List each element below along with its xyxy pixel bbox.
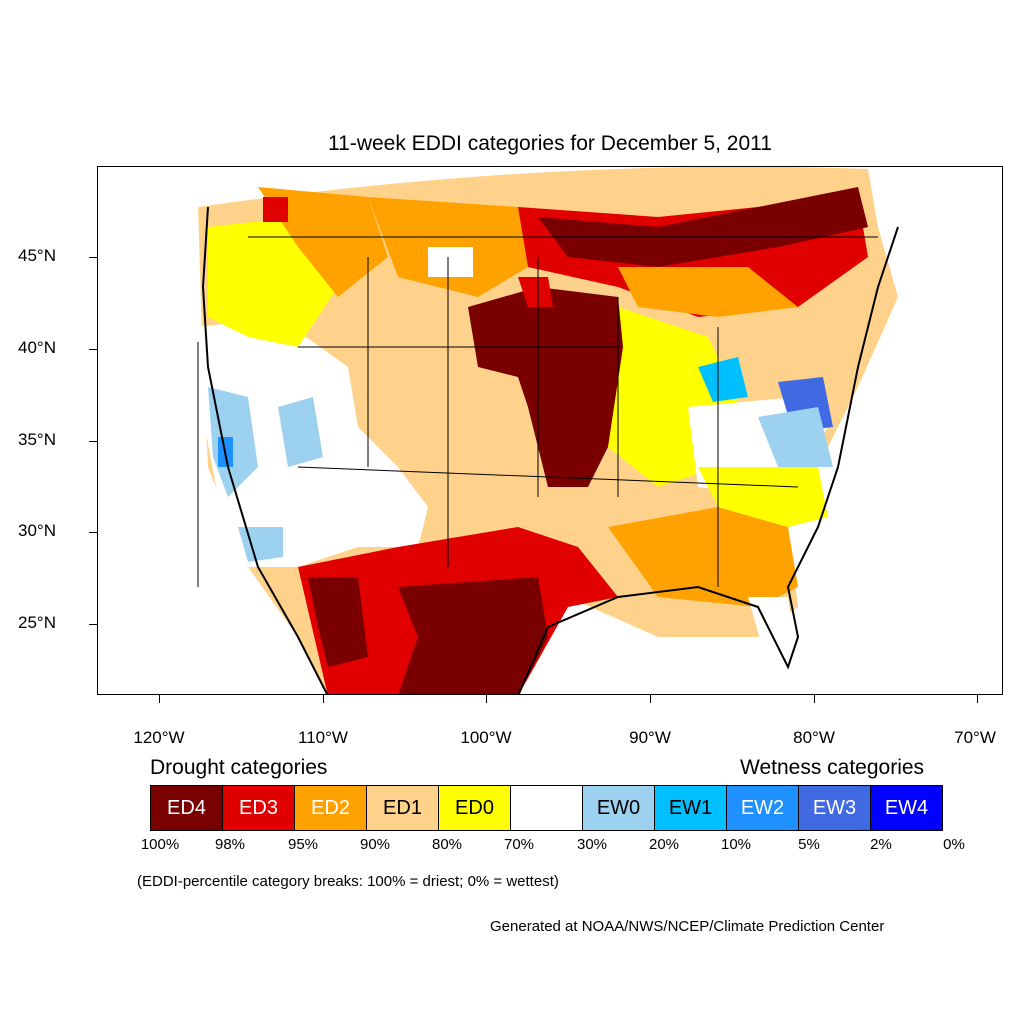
- lat-tick: [89, 532, 97, 533]
- break-label: 10%: [720, 836, 752, 853]
- break-label: 0%: [943, 836, 965, 853]
- legend-box-ed3: ED3: [222, 785, 295, 831]
- map-canvas: [197, 167, 899, 694]
- legend-box-ew0: EW0: [582, 785, 655, 831]
- lat-tick: [89, 349, 97, 350]
- ne-ew0: [758, 407, 833, 467]
- lat-label-40: 40°N: [18, 338, 56, 357]
- legend-box-ew2: EW2: [726, 785, 799, 831]
- break-label: 30%: [576, 836, 608, 853]
- break-label: 80%: [431, 836, 463, 853]
- ne-ew1: [698, 357, 748, 402]
- category-note: (EDDI-percentile category breaks: 100% =…: [137, 873, 559, 890]
- southeast-ed0: [698, 467, 828, 527]
- break-label: 90%: [359, 836, 391, 853]
- category-legend: ED4 ED3 ED2 ED1 ED0 EW0 EW1 EW2 EW3 EW4: [150, 785, 943, 831]
- wetness-heading: Wetness categories: [740, 756, 925, 779]
- gulf-ed2: [608, 507, 798, 607]
- boundaries: [197, 236, 878, 587]
- lon-label-110: 110°W: [298, 728, 348, 747]
- legend-box-ed1: ED1: [366, 785, 439, 831]
- lon-tick: [814, 695, 815, 703]
- legend-box-ew1: EW1: [654, 785, 727, 831]
- legend-box-ew4: EW4: [870, 785, 943, 831]
- drought-heading: Drought categories: [150, 756, 328, 779]
- break-label: 70%: [503, 836, 535, 853]
- lon-label-100: 100°W: [460, 728, 512, 747]
- lat-tick: [89, 624, 97, 625]
- lon-tick: [486, 695, 487, 703]
- legend-box-neutral: [510, 785, 583, 831]
- lat-label-25: 25°N: [18, 613, 56, 632]
- eddi-map: [97, 166, 1003, 695]
- credit-line: Generated at NOAA/NWS/NCEP/Climate Predi…: [490, 918, 885, 935]
- legend-box-ew3: EW3: [798, 785, 871, 831]
- west-ew0-2: [278, 397, 323, 467]
- central-ed4: [468, 287, 623, 487]
- legend-box-ed0: ED0: [438, 785, 511, 831]
- lakes-ed4: [538, 187, 868, 267]
- break-label: 5%: [798, 836, 820, 853]
- south-ed4-west: [308, 577, 368, 667]
- nw-ed3: [263, 197, 288, 222]
- lon-label-120: 120°W: [133, 728, 185, 747]
- north-white: [428, 247, 473, 277]
- nw-ed2: [258, 187, 388, 297]
- break-label: 95%: [287, 836, 319, 853]
- lat-tick: [89, 257, 97, 258]
- lon-tick: [977, 695, 978, 703]
- lat-label-30: 30°N: [18, 521, 56, 540]
- lat-label-45: 45°N: [18, 246, 56, 265]
- lon-label-80: 80°W: [793, 728, 835, 747]
- lon-tick: [159, 695, 160, 703]
- south-ed4-mid: [398, 577, 548, 694]
- ontario-ed2: [618, 267, 798, 317]
- florida-white: [748, 597, 798, 667]
- legend-box-ed4: ED4: [150, 785, 223, 831]
- map-title: 11-week EDDI categories for December 5, …: [328, 132, 772, 155]
- break-label: 20%: [648, 836, 680, 853]
- coastlines: [201, 206, 899, 694]
- lat-tick: [89, 441, 97, 442]
- lat-label-35: 35°N: [18, 430, 56, 449]
- legend-box-ed2: ED2: [294, 785, 367, 831]
- lon-tick: [650, 695, 651, 703]
- break-label: 100%: [140, 836, 180, 853]
- break-label: 98%: [214, 836, 246, 853]
- lon-tick: [323, 695, 324, 703]
- break-label: 2%: [870, 836, 892, 853]
- central-ed3: [518, 277, 553, 307]
- lon-label-90: 90°W: [629, 728, 671, 747]
- lon-label-70: 70°W: [954, 728, 996, 747]
